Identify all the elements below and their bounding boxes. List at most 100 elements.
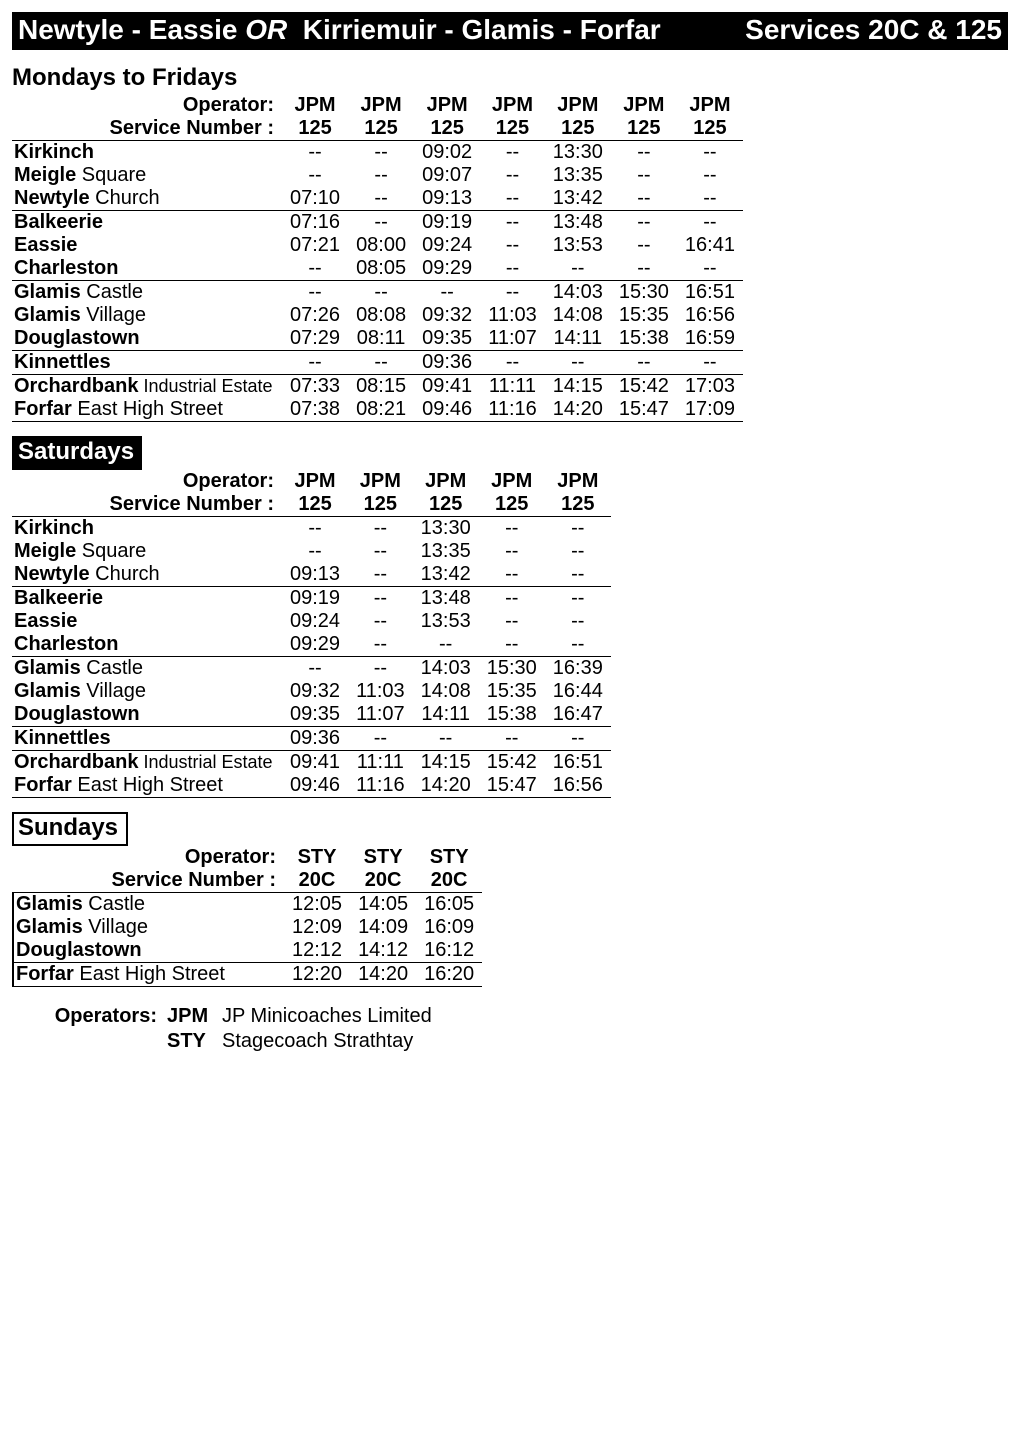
time-cell: -- xyxy=(348,727,413,751)
time-cell: 09:41 xyxy=(414,375,480,399)
time-cell: -- xyxy=(480,187,545,211)
operator-code: JPM xyxy=(545,94,611,117)
stop-name: Balkeerie xyxy=(12,587,282,611)
time-cell: -- xyxy=(348,517,413,541)
operator-name-0: JP Minicoaches Limited xyxy=(222,1005,1008,1028)
operators-label: Operators: xyxy=(12,1005,167,1028)
time-cell: 14:12 xyxy=(350,939,416,963)
time-cell: 09:13 xyxy=(414,187,480,211)
time-cell: 14:03 xyxy=(413,657,479,681)
service-number: 125 xyxy=(611,117,677,141)
time-cell: 09:46 xyxy=(282,774,348,798)
operator-code-0: JPM xyxy=(167,1005,222,1028)
time-cell: 14:15 xyxy=(413,751,479,775)
time-cell: 15:42 xyxy=(479,751,545,775)
time-cell: 11:16 xyxy=(348,774,413,798)
time-cell: 13:35 xyxy=(413,540,479,563)
route-a: Newtyle - Eassie xyxy=(18,14,237,45)
time-cell: -- xyxy=(348,540,413,563)
time-cell: 14:08 xyxy=(413,680,479,703)
table-row: Charleston09:29-------- xyxy=(12,633,611,657)
time-cell: -- xyxy=(348,187,414,211)
service-number: 125 xyxy=(414,117,480,141)
table-row: Balkeerie07:16--09:19--13:48---- xyxy=(12,211,743,235)
stop-name: Newtyle Church xyxy=(12,563,282,587)
table-row: Kinnettles----09:36-------- xyxy=(12,351,743,375)
service-number: 125 xyxy=(282,117,348,141)
time-cell: 07:16 xyxy=(282,211,348,235)
time-cell: 14:03 xyxy=(545,281,611,305)
service-number: 125 xyxy=(348,117,414,141)
operator-code: JPM xyxy=(348,94,414,117)
time-cell: -- xyxy=(480,234,545,257)
time-cell: 12:20 xyxy=(284,963,350,987)
time-cell: -- xyxy=(282,517,348,541)
time-cell: -- xyxy=(677,351,743,375)
service-number: 20C xyxy=(284,869,350,893)
service-number: 125 xyxy=(348,493,413,517)
time-cell: 07:10 xyxy=(282,187,348,211)
table-row: Meigle Square----13:35---- xyxy=(12,540,611,563)
stop-name: Charleston xyxy=(12,257,282,281)
time-cell: -- xyxy=(479,587,545,611)
service-number: 125 xyxy=(480,117,545,141)
table-row: Orchardbank Industrial Estate07:3308:150… xyxy=(12,375,743,399)
time-cell: -- xyxy=(282,281,348,305)
time-cell: -- xyxy=(348,351,414,375)
time-cell: 17:09 xyxy=(677,398,743,422)
time-cell: 13:53 xyxy=(545,234,611,257)
stop-name: Kinnettles xyxy=(12,727,282,751)
time-cell: -- xyxy=(545,587,611,611)
time-cell: -- xyxy=(479,540,545,563)
time-cell: 16:51 xyxy=(545,751,611,775)
table-row: Balkeerie09:19--13:48---- xyxy=(12,587,611,611)
time-cell: 14:11 xyxy=(413,703,479,727)
time-cell: -- xyxy=(348,281,414,305)
stop-name: Balkeerie xyxy=(12,211,282,235)
time-cell: -- xyxy=(545,257,611,281)
time-cell: -- xyxy=(348,587,413,611)
time-cell: 11:07 xyxy=(348,703,413,727)
time-cell: 16:05 xyxy=(416,893,482,917)
time-cell: -- xyxy=(545,633,611,657)
route-b-space xyxy=(295,14,303,45)
time-cell: 09:29 xyxy=(414,257,480,281)
operator-code: STY xyxy=(350,846,416,869)
time-cell: 07:21 xyxy=(282,234,348,257)
operator-code: JPM xyxy=(611,94,677,117)
operator-label: Operator: xyxy=(12,94,282,117)
time-cell: 15:30 xyxy=(479,657,545,681)
day-heading: Mondays to Fridays xyxy=(12,64,1008,92)
time-cell: 09:46 xyxy=(414,398,480,422)
time-cell: 08:21 xyxy=(348,398,414,422)
time-cell: -- xyxy=(348,164,414,187)
time-cell: -- xyxy=(545,517,611,541)
time-cell: 15:35 xyxy=(479,680,545,703)
service-number: 125 xyxy=(545,493,611,517)
table-row: Douglastown07:2908:1109:3511:0714:1115:3… xyxy=(12,327,743,351)
time-cell: -- xyxy=(611,164,677,187)
stop-name: Glamis Village xyxy=(12,680,282,703)
time-cell: -- xyxy=(677,164,743,187)
time-cell: 16:59 xyxy=(677,327,743,351)
time-cell: -- xyxy=(282,657,348,681)
time-cell: 11:11 xyxy=(348,751,413,775)
time-cell: 15:42 xyxy=(611,375,677,399)
time-cell: 17:03 xyxy=(677,375,743,399)
time-cell: -- xyxy=(348,563,413,587)
time-cell: 13:35 xyxy=(545,164,611,187)
time-cell: 11:03 xyxy=(480,304,545,327)
table-row: Newtyle Church07:10--09:13--13:42---- xyxy=(12,187,743,211)
operator-code-1: STY xyxy=(167,1030,222,1053)
service-number: 125 xyxy=(545,117,611,141)
table-row: Meigle Square----09:07--13:35---- xyxy=(12,164,743,187)
time-cell: -- xyxy=(611,234,677,257)
time-cell: 08:00 xyxy=(348,234,414,257)
table-row: Glamis Castle----14:0315:3016:39 xyxy=(12,657,611,681)
time-cell: 13:42 xyxy=(413,563,479,587)
time-cell: 07:29 xyxy=(282,327,348,351)
time-cell: -- xyxy=(480,141,545,165)
table-row: Kirkinch----13:30---- xyxy=(12,517,611,541)
time-cell: -- xyxy=(545,351,611,375)
time-cell: -- xyxy=(479,610,545,633)
